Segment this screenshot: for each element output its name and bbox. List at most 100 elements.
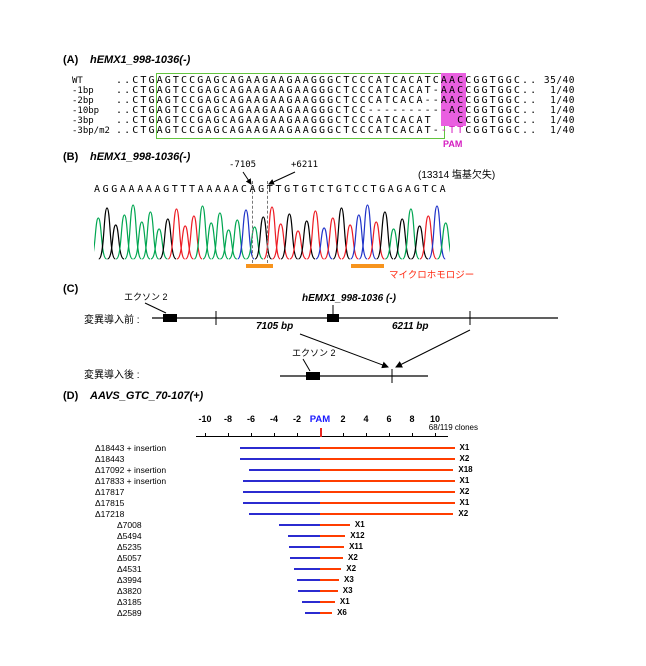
deletion-label: Δ17817 — [95, 487, 125, 497]
panel-d-tag: (D) — [63, 390, 79, 402]
clone-count: X2 — [458, 509, 469, 518]
axis-label: -4 — [269, 414, 278, 424]
trace-peak — [384, 228, 403, 260]
trace-sequence: AGGAAAAAGTTTAAAAACAGTTGTGTCTGTCCTGAGAGTC… — [94, 184, 449, 195]
upstream-bar — [242, 501, 320, 504]
deletion-row: Δ5057 X2 — [60, 552, 620, 563]
trace-peak — [106, 224, 125, 260]
downstream-bar — [320, 534, 346, 537]
sequence-flank: ..CTG — [116, 85, 157, 96]
target-site-box — [327, 314, 339, 322]
clone-count: X18 — [458, 465, 473, 474]
deletion-label: Δ2589 — [117, 608, 142, 618]
trace-peak — [115, 214, 134, 260]
clone-count: X1 — [459, 498, 470, 507]
after-mutagenesis-label: 変異導入後 : — [84, 370, 140, 381]
trace-peak — [150, 228, 168, 260]
clone-count: X1 — [459, 443, 470, 452]
downstream-bar — [320, 611, 333, 614]
deletion-row: Δ17833 + insertion X1 — [60, 475, 620, 486]
alignment-row: WT ..CTGAGTCCGAGCAGAAGAAGAAGGGCTCCCATCACA… — [72, 75, 575, 87]
junction-left-coordinate: -7105 — [229, 160, 257, 170]
deletion-row: Δ2589 X6 — [60, 607, 620, 618]
upstream-bar — [278, 523, 320, 526]
axis-label: 2 — [340, 414, 346, 424]
deletion-label: Δ5057 — [117, 553, 142, 563]
deletion-row: Δ3185 X1 — [60, 596, 620, 607]
arrow-to-right-junction — [268, 171, 296, 185]
sequence-flank: CGGTGGC.. — [465, 105, 539, 116]
sequence-target: AGTCCGAGCAGAAGAAGAAGGGCTCCCATCACATC — [156, 75, 441, 86]
exon-label-after: エクソン 2 — [292, 348, 336, 358]
sequence-target: AGTCCGAGCAGAAGAAGAAGGGCTCC--------- — [156, 105, 441, 116]
before-mutagenesis-label: 変異導入前 : — [84, 315, 140, 326]
deletion-arrow-left — [299, 333, 389, 369]
trace-peak — [350, 214, 368, 260]
trace-peak — [289, 230, 307, 260]
panel-a-title: hEMX1_998-1036(-) — [90, 54, 191, 66]
upstream-bar — [239, 446, 320, 449]
exon-label-connector — [144, 302, 167, 314]
clone-fraction-label: 68/119 clones — [428, 423, 478, 432]
deletion-label: Δ5494 — [117, 531, 142, 541]
trace-peak — [185, 215, 203, 260]
sequence-flank: CGGTGGC.. — [465, 75, 539, 86]
allele-label: -2bp — [72, 96, 94, 106]
allele-count: 1/40 — [550, 125, 575, 136]
exon-after-label-connector — [302, 358, 311, 372]
deletion-label: Δ5235 — [117, 542, 142, 552]
target-site-label: hEMX1_998-1036 (-) — [302, 293, 396, 304]
sequence-target: AGTCCGAGCAGAAGAAGAAGGGCTCCCATCACAT- — [156, 85, 441, 96]
upstream-bar — [298, 589, 320, 592]
allele-label: WT — [72, 76, 83, 86]
allele-label: -1bp — [72, 86, 94, 96]
junction-dashed-line — [267, 181, 268, 263]
axis-label: 6 — [386, 414, 392, 424]
axis-label: 8 — [409, 414, 415, 424]
microhomology-bar — [246, 264, 273, 268]
deletion-row: Δ18443 + insertion X1 — [60, 442, 620, 453]
panel-c-tag: (C) — [63, 283, 79, 295]
deletion-row: Δ17218 X2 — [60, 508, 620, 519]
microhomology-bar — [351, 264, 384, 268]
upstream-bar — [288, 545, 320, 548]
trace-peak — [410, 225, 429, 260]
sequence-target: AGTCCGAGCAGAAGAAGAAGGGCTCCCATCACA-- — [156, 95, 441, 106]
upstream-bar — [242, 490, 320, 493]
axis-label: 10 — [429, 414, 440, 424]
deletion-label: Δ18443 — [95, 454, 125, 464]
deletion-label: Δ18443 + insertion — [95, 443, 167, 453]
trace-peak — [419, 215, 438, 260]
downstream-bar — [320, 501, 455, 504]
sequence-flank: CGGTGGC.. — [465, 115, 539, 126]
allele-count: 35/40 — [543, 75, 575, 86]
sequence-flank: ..CTG — [116, 95, 157, 106]
axis-label: PAM — [309, 414, 331, 425]
panel-a-alignment: PAM WT ..CTGAGTCCGAGCAGAAGAAGAAGGGCTCCCAT… — [72, 73, 575, 149]
trace-peak — [254, 216, 273, 260]
arrow-to-left-junction — [242, 171, 252, 185]
sequence-pam: C — [440, 115, 466, 126]
clone-count: X2 — [348, 553, 358, 562]
deletion-row: Δ18443 X2 — [60, 453, 620, 464]
upstream-bar — [248, 512, 320, 515]
trace-peak — [176, 225, 194, 260]
axis-tick — [412, 433, 413, 437]
deletion-row: Δ17092 + insertion X18 — [60, 464, 620, 475]
clone-count: X2 — [346, 564, 357, 573]
axis-tick — [274, 433, 275, 437]
clone-count: X2 — [459, 454, 470, 463]
deletion-label: Δ17218 — [95, 509, 125, 519]
upstream-bar — [242, 479, 320, 482]
panel-d-rows: Δ18443 + insertion X1 Δ18443 X2 Δ17092 + ins… — [60, 442, 620, 618]
upstream-distance-label: 7105 bp — [256, 321, 294, 332]
clone-count: X6 — [337, 608, 347, 617]
axis-label: -2 — [292, 414, 301, 424]
deletion-row: Δ3820 X3 — [60, 585, 620, 596]
sequence-pam: AAC — [440, 75, 466, 86]
upstream-bar — [305, 611, 321, 614]
alignment-row: -3bp/m2 ..CTGAGTCCGAGCAGAAGAAGAAGGGCTCCCA… — [72, 126, 575, 137]
trace-peak — [315, 227, 333, 260]
downstream-bar — [320, 567, 342, 570]
trace-peak — [202, 222, 221, 260]
